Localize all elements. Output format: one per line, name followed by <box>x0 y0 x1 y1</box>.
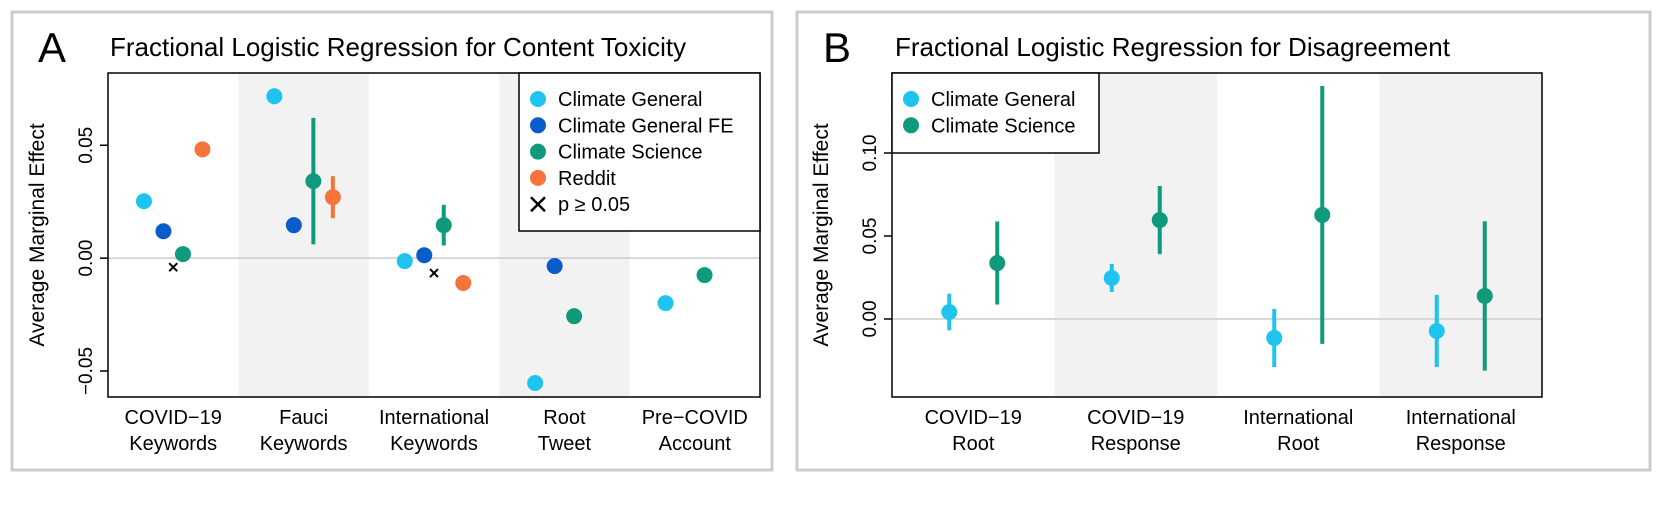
point <box>1266 329 1283 346</box>
point <box>324 189 341 206</box>
point <box>527 375 544 392</box>
legend-marker <box>530 196 546 213</box>
point <box>266 88 283 105</box>
y-axis-label: Average Marginal Effect <box>810 123 833 347</box>
y-tick-label: 0.00 <box>860 300 881 337</box>
point <box>1314 206 1331 223</box>
plot-frame <box>891 72 1543 398</box>
x-tick-label: International Root <box>1243 407 1354 455</box>
panel-label: A <box>38 24 66 71</box>
panel-frame <box>795 10 1652 472</box>
point <box>566 308 583 325</box>
legend-label: Climate General FE <box>558 115 734 137</box>
legend-marker <box>903 117 919 134</box>
point <box>435 217 452 234</box>
point <box>174 246 191 263</box>
legend-marker <box>903 91 919 107</box>
x-tick-label: International Response <box>1405 407 1516 455</box>
legend-marker <box>530 143 546 160</box>
point <box>546 258 563 275</box>
chart-title: Fractional Logistic Regression for Conte… <box>110 32 686 62</box>
x-tick-label: COVID−19 Response <box>1087 407 1185 455</box>
panel-frame <box>10 10 774 472</box>
nonsig-marker <box>429 268 439 278</box>
y-tick-label: 0.10 <box>860 135 881 172</box>
point <box>1151 212 1168 229</box>
point <box>657 295 674 312</box>
legend-marker <box>530 117 546 134</box>
plot-frame <box>107 72 761 398</box>
legend-label: Reddit <box>558 168 616 190</box>
point <box>135 193 152 210</box>
legend-box <box>518 72 761 232</box>
nonsig-marker <box>168 262 178 272</box>
legend-label: Climate General <box>558 89 703 111</box>
point <box>194 141 211 158</box>
x-tick-label: International Keywords <box>378 407 490 455</box>
point <box>941 304 958 321</box>
y-axis-label: Average Marginal Effect <box>26 123 49 347</box>
x-tick-label: Root Tweet <box>537 407 592 455</box>
x-tick-label: COVID−19 Keywords <box>124 407 222 455</box>
point <box>455 274 472 291</box>
legend-label: Climate General <box>931 89 1076 111</box>
x-tick-label: Pre−COVID Account <box>641 407 748 455</box>
legend-label: Climate Science <box>558 142 703 164</box>
panel-label: B <box>823 24 851 71</box>
point <box>285 217 302 234</box>
legend-marker <box>530 91 546 107</box>
x-tick-label: Fauci Keywords <box>259 407 348 455</box>
point <box>1476 287 1493 304</box>
legend-label: Climate Science <box>931 115 1076 137</box>
legend-marker <box>530 169 546 186</box>
y-tick-label: 0.00 <box>76 240 97 277</box>
y-tick-label: 0.05 <box>76 127 97 164</box>
point <box>1103 269 1120 286</box>
shade-band <box>1379 73 1542 397</box>
point <box>696 267 713 284</box>
marker-stroke <box>429 268 439 278</box>
shade-band <box>238 73 369 397</box>
marker-stroke <box>530 196 546 213</box>
x-tick-label: COVID−19 Root <box>924 407 1022 455</box>
point <box>989 255 1006 272</box>
y-tick-label: −0.05 <box>76 347 97 395</box>
point <box>155 223 172 240</box>
chart-title: Fractional Logistic Regression for Disag… <box>895 32 1451 62</box>
legend-label: p ≥ 0.05 <box>558 194 630 216</box>
legend-box <box>891 72 1100 154</box>
marker-stroke <box>168 262 178 272</box>
point <box>396 253 413 270</box>
point <box>416 247 433 264</box>
point <box>1428 322 1445 339</box>
point <box>305 173 322 190</box>
y-tick-label: 0.05 <box>860 218 881 255</box>
